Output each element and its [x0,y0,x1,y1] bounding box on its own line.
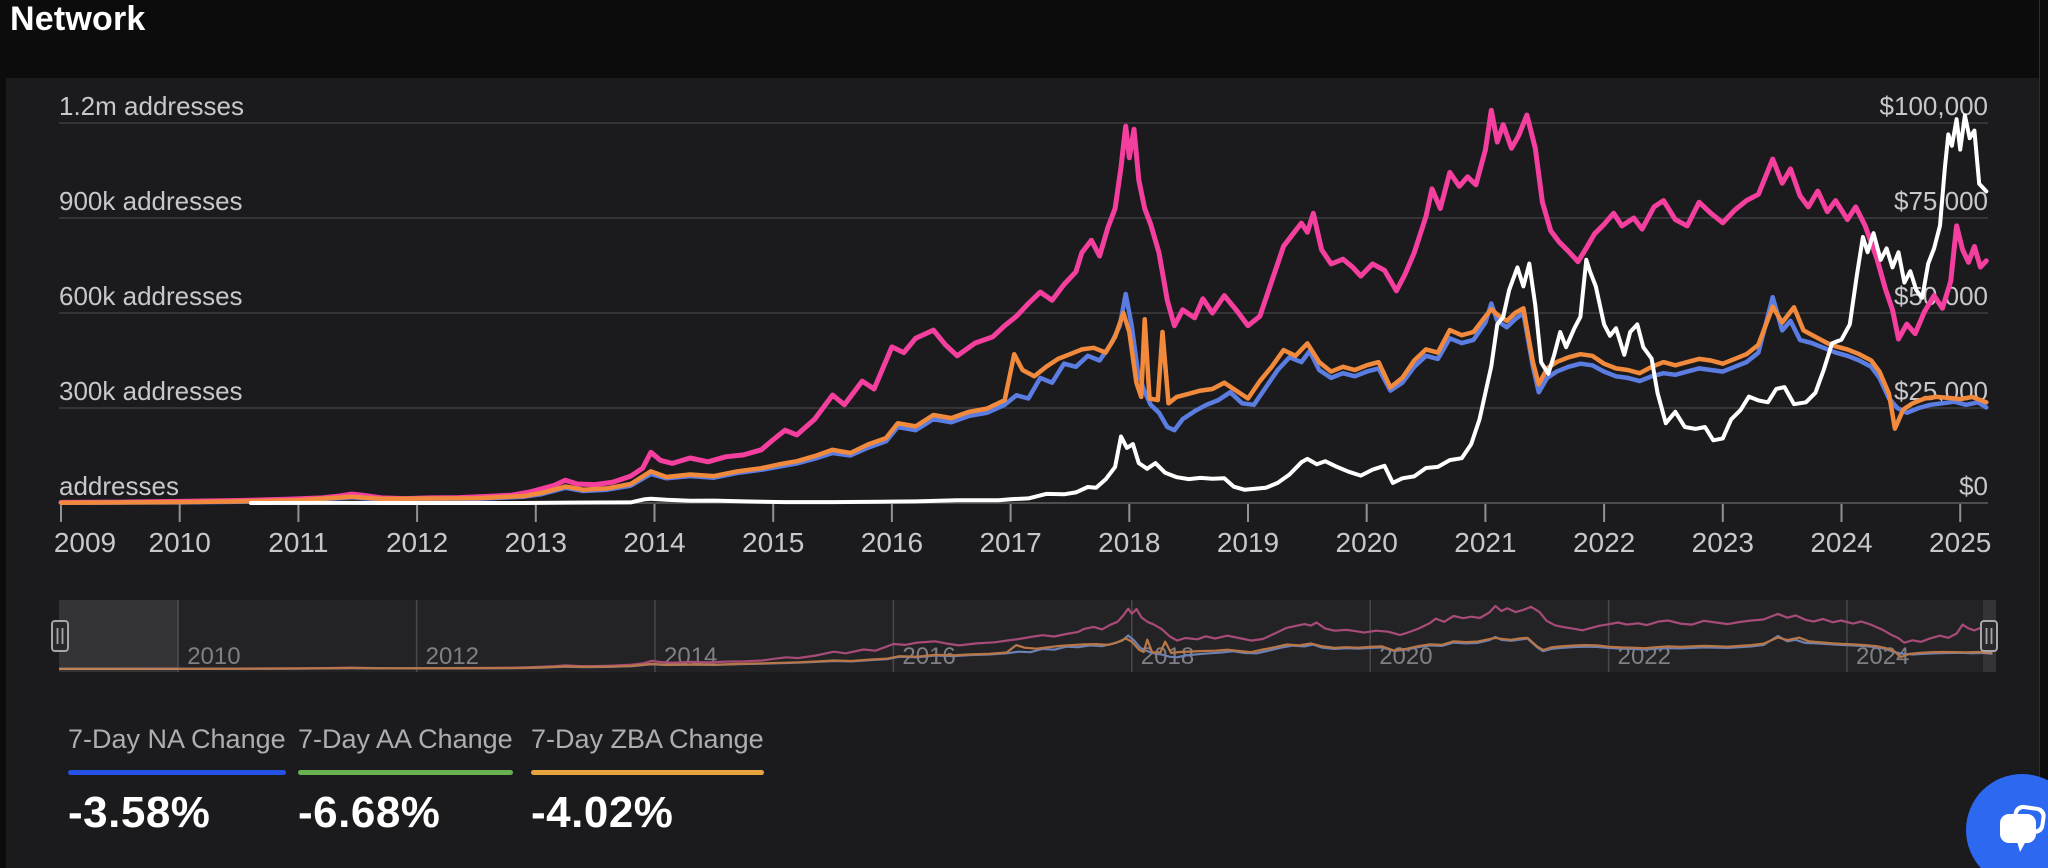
stat-label: 7-Day ZBA Change [531,724,764,754]
x-axis-label: 2021 [1454,527,1516,558]
stat-label: 7-Day NA Change [68,724,286,754]
stats-row: 7-Day NA Change -3.58% 7-Day AA Change -… [0,724,2048,844]
stat-label: 7-Day AA Change [298,724,513,754]
stat-aa-change: 7-Day AA Change -6.68% [298,724,513,838]
y-axis-right-label: $100,000 [1880,91,1988,121]
series-line-new-addresses-na- [58,291,1989,505]
stat-zba-change: 7-Day ZBA Change -4.02% [531,724,764,838]
y-axis-left-label: 600k addresses [59,281,243,311]
y-axis-left-label: 1.2m addresses [59,91,244,121]
y-axis-right-label: $25,000 [1894,376,1988,406]
stat-value: -4.02% [531,788,674,837]
scrollbar-track[interactable] [2039,0,2040,868]
x-axis-label: 2012 [386,527,448,558]
series-line-price-usd- [248,113,1989,505]
y-axis-left-label: addresses [59,471,179,501]
x-axis-label: 2022 [1573,527,1635,558]
x-axis-label: 2025 [1929,527,1991,558]
x-axis-label: 2014 [623,527,685,558]
stat-underline [531,770,764,775]
series-line-zero-balance-addresses-zba- [58,304,1989,505]
x-axis-label: 2013 [505,527,567,558]
stat-value: -3.58% [68,788,211,837]
chart-panel [6,78,2040,868]
navigator-handle-right[interactable] [1980,620,1998,652]
page-title: Network [10,0,146,38]
stat-underline [298,770,513,775]
x-axis-label: 2020 [1336,527,1398,558]
chat-bubbles-icon [2000,804,2046,852]
x-axis-label: 2024 [1810,527,1872,558]
x-axis-label: 2011 [268,527,328,558]
x-axis-label: 2010 [149,527,211,558]
navigator-mask-left [59,600,178,672]
stat-na-change: 7-Day NA Change -3.58% [68,724,286,838]
x-axis-label: 2015 [742,527,804,558]
x-axis-label: 2016 [861,527,923,558]
y-axis-left-label: 900k addresses [59,186,243,216]
x-axis-label: 2009 [54,527,116,558]
stat-underline [68,770,286,775]
navigator-series-line [58,636,1993,671]
series-line-active-addresses-aa- [58,107,1989,505]
navigator[interactable] [59,600,1996,672]
x-axis-label: 2017 [979,527,1041,558]
stat-value: -6.68% [298,788,441,837]
navigator-series-line [58,604,1993,671]
y-axis-left-label: 300k addresses [59,376,243,406]
navigator-year-label: 2010 [187,643,240,670]
x-axis-label: 2019 [1217,527,1279,558]
y-axis-right-label: $0 [1959,471,1988,501]
x-axis-label: 2018 [1098,527,1160,558]
x-axis-label: 2023 [1692,527,1754,558]
navigator-year-label: 2012 [426,643,479,670]
navigator-handle-left[interactable] [51,620,69,652]
